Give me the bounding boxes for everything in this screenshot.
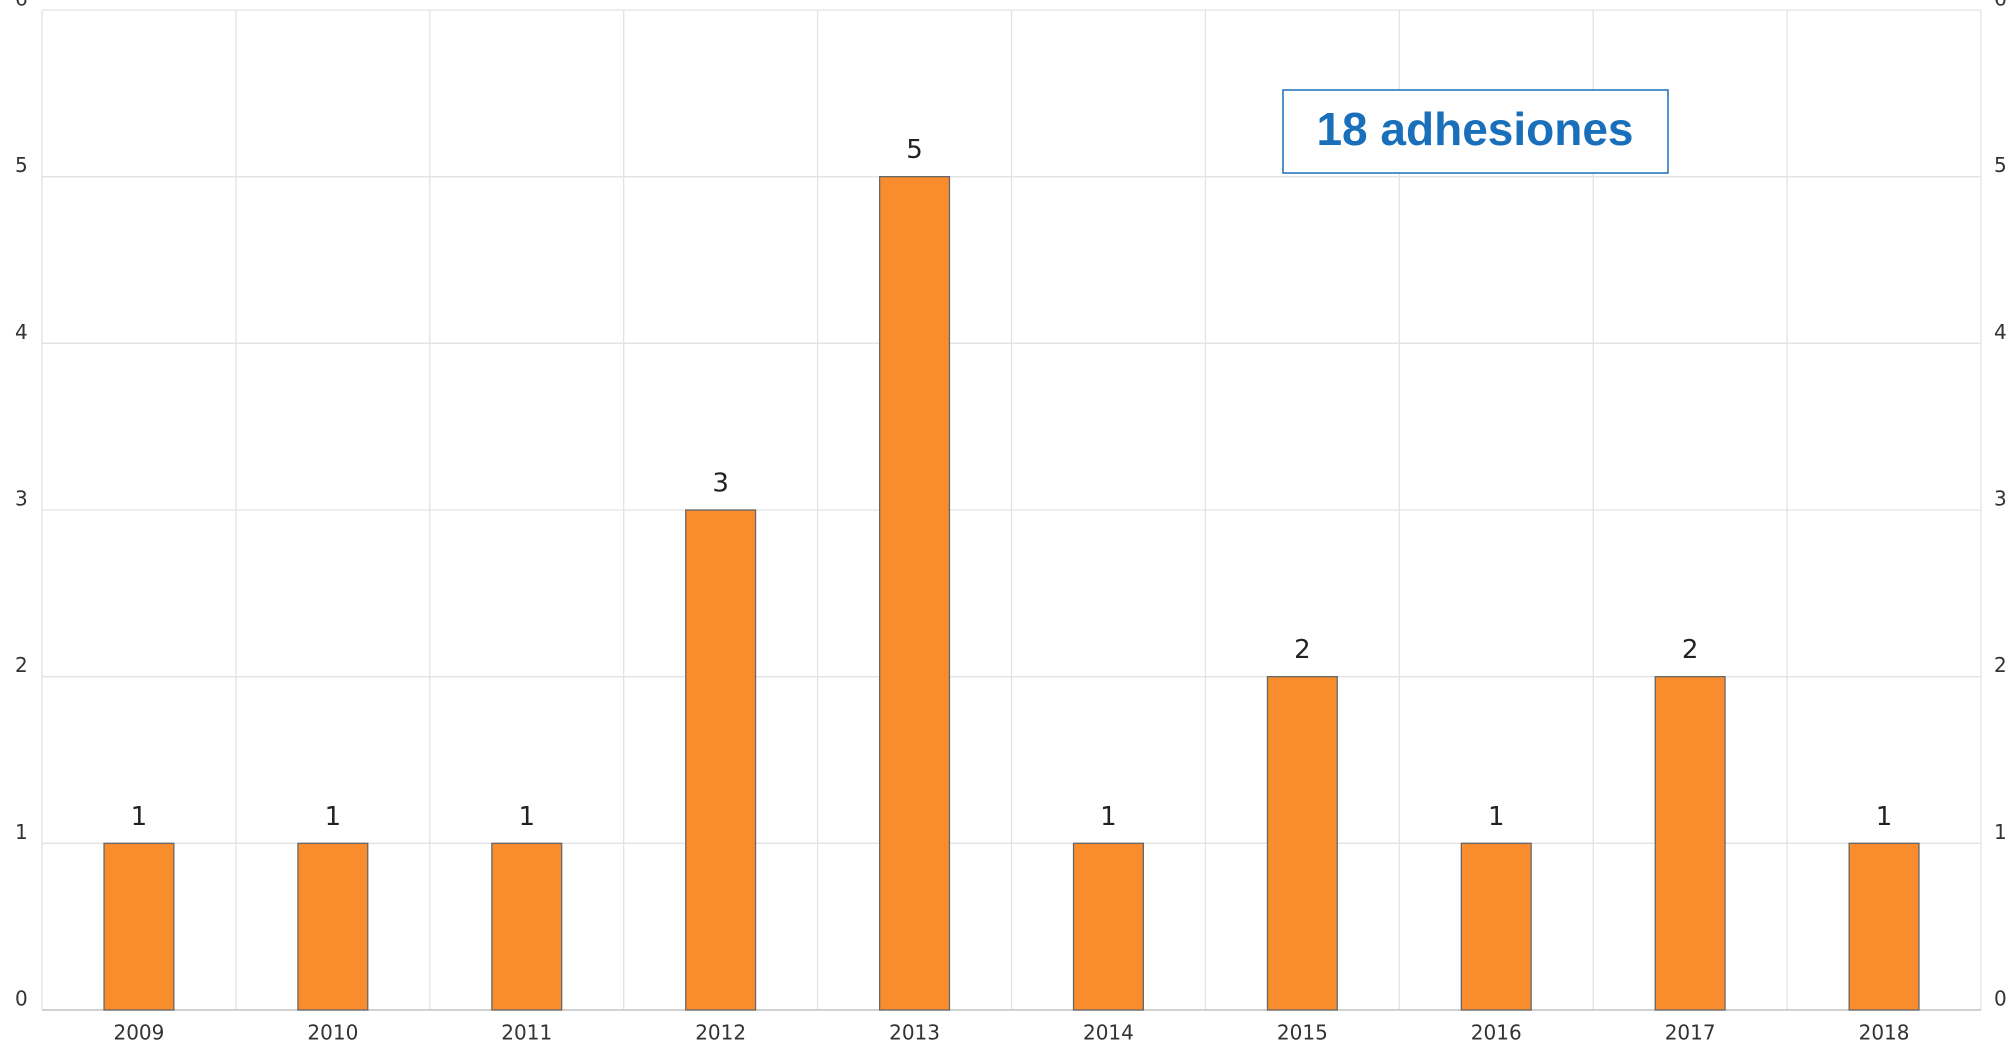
x-tick-label: 2018 [1859, 1021, 1910, 1045]
data-label: 3 [712, 469, 729, 499]
bar [1460, 842, 1532, 1011]
x-tick-label: 2012 [695, 1021, 746, 1045]
annotation-box [1282, 89, 1669, 174]
y-tick-label: 4 [15, 320, 28, 344]
bar [1072, 842, 1145, 1011]
y-tick-label: 1 [15, 820, 28, 844]
bar [1654, 676, 1726, 1011]
data-label: 5 [906, 135, 923, 165]
y2-tick-label: 6 [1994, 0, 2007, 11]
y-tick-label: 2 [15, 653, 28, 677]
y2-tick-label: 0 [1994, 987, 2007, 1011]
y2-tick-label: 3 [1994, 487, 2007, 511]
x-tick-label: 2013 [889, 1021, 940, 1045]
data-label: 1 [131, 802, 148, 832]
bar [491, 842, 563, 1011]
y2-tick-label: 2 [1994, 653, 2007, 677]
x-tick-label: 2010 [307, 1021, 358, 1045]
data-label: 2 [1682, 635, 1699, 665]
data-label: 1 [325, 802, 342, 832]
data-label: 1 [518, 802, 535, 832]
bar [297, 842, 369, 1011]
bar [878, 176, 951, 1011]
data-label: 2 [1294, 635, 1311, 665]
annotation: 18 adhesiones [1316, 103, 1633, 155]
data-label: 1 [1488, 802, 1505, 832]
bar [103, 842, 175, 1011]
x-tick-label: 2011 [501, 1021, 552, 1045]
x-tick-label: 2014 [1083, 1021, 1134, 1045]
y2-tick-label: 5 [1994, 153, 2007, 177]
y-tick-label: 0 [15, 987, 28, 1011]
x-tick-label: 2009 [113, 1021, 164, 1045]
x-tick-label: 2015 [1277, 1021, 1328, 1045]
y2-tick-label: 4 [1994, 320, 2007, 344]
data-label: 1 [1876, 802, 1893, 832]
y2-tick-label: 1 [1994, 820, 2007, 844]
y-tick-label: 3 [15, 487, 28, 511]
x-tick-label: 2016 [1471, 1021, 1522, 1045]
data-label: 1 [1100, 802, 1117, 832]
y-tick-label: 6 [15, 0, 28, 11]
bar [685, 509, 757, 1011]
y-tick-label: 5 [15, 153, 28, 177]
bar [1848, 842, 1920, 1011]
bar [1266, 676, 1338, 1011]
x-tick-label: 2017 [1665, 1021, 1716, 1045]
